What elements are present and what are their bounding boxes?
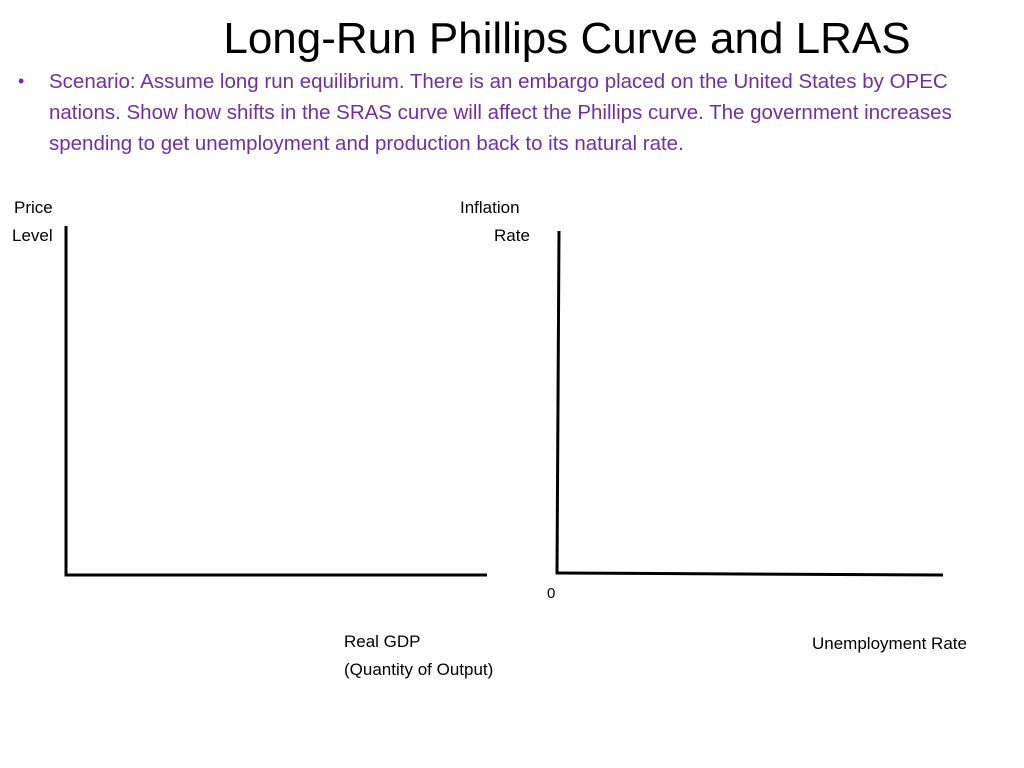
right-x-axis-label: Unemployment Rate (812, 634, 967, 653)
left-x-axis-label-line1: Real GDP (344, 632, 421, 651)
slide-title: Long-Run Phillips Curve and LRAS (223, 14, 911, 63)
right-y-axis-label-line1: Inflation (460, 198, 520, 217)
origin-zero-label: 0 (547, 585, 556, 602)
right-x-axis (555, 571, 944, 577)
bullet-point-icon: • (18, 71, 25, 91)
left-y-axis-label-line2: Level (12, 226, 53, 245)
scenario-text: Scenario: Assume long run equilibrium. T… (49, 70, 952, 155)
right-y-axis-label-line2: Rate (494, 226, 530, 245)
left-y-axis-label-line1: Price (14, 198, 53, 217)
right-y-axis (555, 230, 561, 575)
left-x-axis-label-line2: (Quantity of Output) (344, 660, 494, 679)
